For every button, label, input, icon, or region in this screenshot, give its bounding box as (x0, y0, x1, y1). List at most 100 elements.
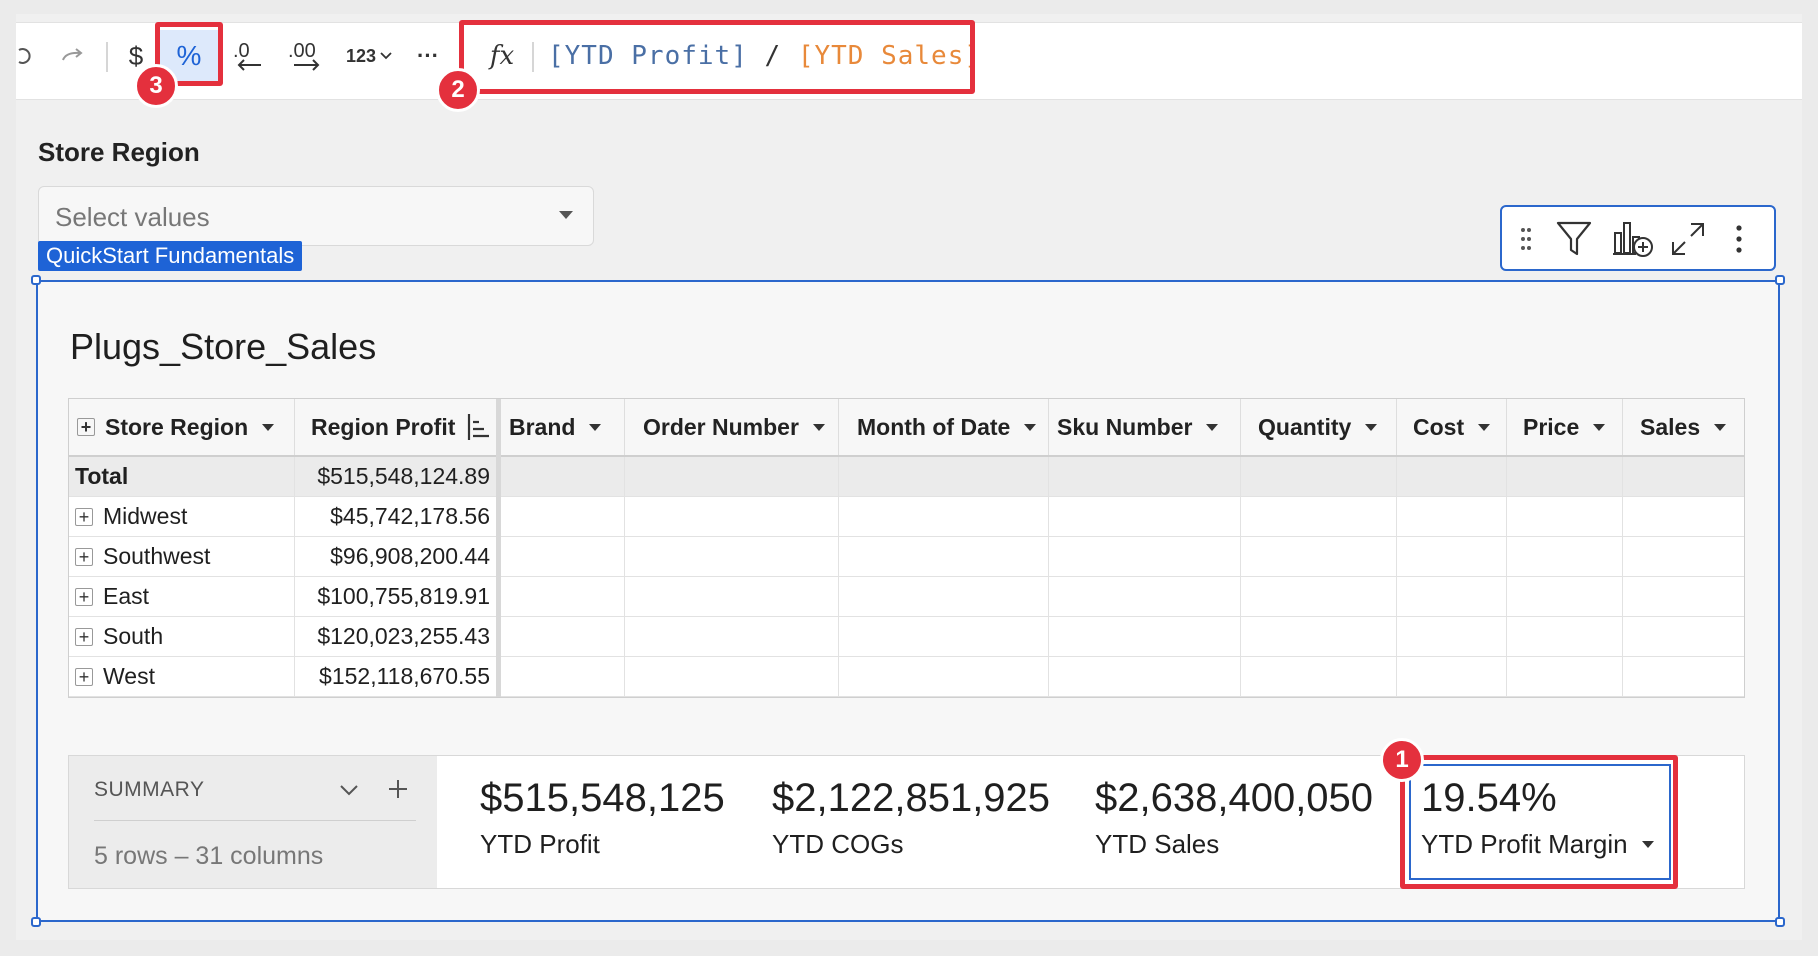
column-header-region-profit[interactable]: Region Profit (295, 399, 499, 455)
cell-store-region[interactable]: + Midwest (69, 497, 295, 536)
resize-handle[interactable] (1775, 275, 1785, 285)
table-total-row[interactable]: Total $515,548,124.89 (69, 457, 1744, 497)
caret-down-icon[interactable] (1365, 423, 1378, 431)
table-cell[interactable] (1623, 457, 1744, 496)
table-row[interactable]: + West $152,118,670.55 (69, 657, 1744, 697)
formula-input[interactable]: [YTD Profit] / [YTD Sales] (548, 28, 980, 84)
number-format-dropdown[interactable]: 123 (342, 28, 396, 84)
chevron-down-icon[interactable] (339, 784, 359, 796)
expand-plus-icon[interactable]: + (77, 418, 95, 436)
drag-handle-icon[interactable] (1514, 217, 1538, 261)
caret-down-icon[interactable] (1714, 423, 1727, 431)
table-cell[interactable] (1241, 497, 1397, 536)
decrease-decimals-button[interactable]: .0 (226, 28, 268, 84)
sort-icon[interactable] (467, 412, 491, 442)
column-header-sku-number[interactable]: Sku Number (1049, 399, 1241, 455)
table-cell[interactable] (1397, 657, 1507, 696)
table-cell[interactable] (1507, 657, 1623, 696)
caret-down-icon[interactable] (1206, 423, 1219, 431)
table-cell[interactable] (1507, 537, 1623, 576)
caret-down-icon[interactable] (812, 423, 825, 431)
column-header-price[interactable]: Price (1507, 399, 1623, 455)
table-cell[interactable] (1507, 577, 1623, 616)
table-cell[interactable] (499, 617, 625, 656)
table-cell[interactable] (625, 457, 839, 496)
table-row[interactable]: + Southwest $96,908,200.44 (69, 537, 1744, 577)
cell-store-region[interactable]: + Southwest (69, 537, 295, 576)
table-cell[interactable] (625, 657, 839, 696)
table-cell[interactable] (1507, 497, 1623, 536)
table-cell[interactable] (1241, 537, 1397, 576)
freeze-divider[interactable] (496, 399, 501, 697)
table-cell[interactable] (499, 457, 625, 496)
caret-down-icon[interactable] (589, 423, 602, 431)
column-header-store-region[interactable]: + Store Region (69, 399, 295, 455)
cell-region-profit[interactable]: $152,118,670.55 (295, 657, 499, 696)
caret-down-icon[interactable] (1593, 423, 1606, 431)
column-header-cost[interactable]: Cost (1397, 399, 1507, 455)
table-cell[interactable] (1623, 617, 1744, 656)
expand-icon[interactable] (1666, 217, 1710, 261)
table-cell[interactable] (839, 497, 1049, 536)
caret-down-icon[interactable] (1024, 423, 1037, 431)
table-cell[interactable] (1049, 657, 1241, 696)
table-row[interactable]: + East $100,755,819.91 (69, 577, 1744, 617)
table-cell[interactable] (1507, 617, 1623, 656)
table-cell[interactable] (1623, 657, 1744, 696)
currency-format-button[interactable]: $ (118, 28, 154, 84)
caret-down-icon[interactable] (1478, 423, 1491, 431)
column-header-month-of-date[interactable]: Month of Date (839, 399, 1049, 455)
expand-plus-icon[interactable]: + (75, 627, 93, 646)
more-vertical-icon[interactable] (1724, 217, 1754, 261)
cell-region-profit[interactable]: $45,742,178.56 (295, 497, 499, 536)
table-cell[interactable] (1049, 577, 1241, 616)
table-cell[interactable] (839, 617, 1049, 656)
table-cell[interactable] (499, 497, 625, 536)
resize-handle[interactable] (31, 275, 41, 285)
table-cell[interactable] (1241, 577, 1397, 616)
column-header-quantity[interactable]: Quantity (1241, 399, 1397, 455)
table-cell[interactable] (1241, 617, 1397, 656)
add-icon[interactable] (387, 778, 409, 800)
table-cell[interactable] (1397, 457, 1507, 496)
kpi-ytd-cogs[interactable]: $2,122,851,925 YTD COGs (772, 776, 1050, 860)
table-cell[interactable] (1507, 457, 1623, 496)
table-cell[interactable] (625, 617, 839, 656)
table-cell[interactable] (1397, 577, 1507, 616)
resize-handle[interactable] (1775, 917, 1785, 927)
resize-handle[interactable] (31, 917, 41, 927)
cell-region-profit[interactable]: $96,908,200.44 (295, 537, 499, 576)
table-cell[interactable] (839, 457, 1049, 496)
more-options-button[interactable]: ··· (408, 28, 448, 84)
table-cell[interactable] (499, 657, 625, 696)
kpi-ytd-sales[interactable]: $2,638,400,050 YTD Sales (1095, 776, 1373, 860)
table-cell[interactable] (1049, 457, 1241, 496)
table-cell[interactable] (1397, 617, 1507, 656)
kpi-ytd-profit[interactable]: $515,548,125 YTD Profit (480, 776, 725, 860)
table-cell[interactable] (1049, 537, 1241, 576)
table-cell[interactable] (1049, 617, 1241, 656)
table-cell[interactable] (625, 497, 839, 536)
table-cell[interactable] (839, 657, 1049, 696)
undo-icon[interactable] (14, 28, 36, 84)
caret-down-icon[interactable] (262, 423, 275, 431)
expand-plus-icon[interactable]: + (75, 547, 93, 566)
table-cell[interactable] (1623, 577, 1744, 616)
redo-icon[interactable] (52, 28, 96, 84)
expand-plus-icon[interactable]: + (75, 507, 93, 526)
cell-store-region[interactable]: + West (69, 657, 295, 696)
cell-store-region[interactable]: + East (69, 577, 295, 616)
column-header-order-number[interactable]: Order Number (625, 399, 839, 455)
table-cell[interactable] (839, 577, 1049, 616)
column-header-sales[interactable]: Sales (1623, 399, 1744, 455)
expand-plus-icon[interactable]: + (75, 667, 93, 686)
cell-region-profit[interactable]: $100,755,819.91 (295, 577, 499, 616)
table-cell[interactable] (1049, 497, 1241, 536)
percent-format-button[interactable]: % (160, 30, 218, 82)
table-cell[interactable] (1623, 537, 1744, 576)
kpi-ytd-profit-margin[interactable]: 19.54% YTD Profit Margin (1409, 764, 1671, 880)
table-cell[interactable] (625, 537, 839, 576)
cell-region-profit[interactable]: $515,548,124.89 (295, 457, 499, 496)
store-region-select[interactable]: Select values (38, 186, 594, 246)
increase-decimals-button[interactable]: .00 (282, 28, 330, 84)
